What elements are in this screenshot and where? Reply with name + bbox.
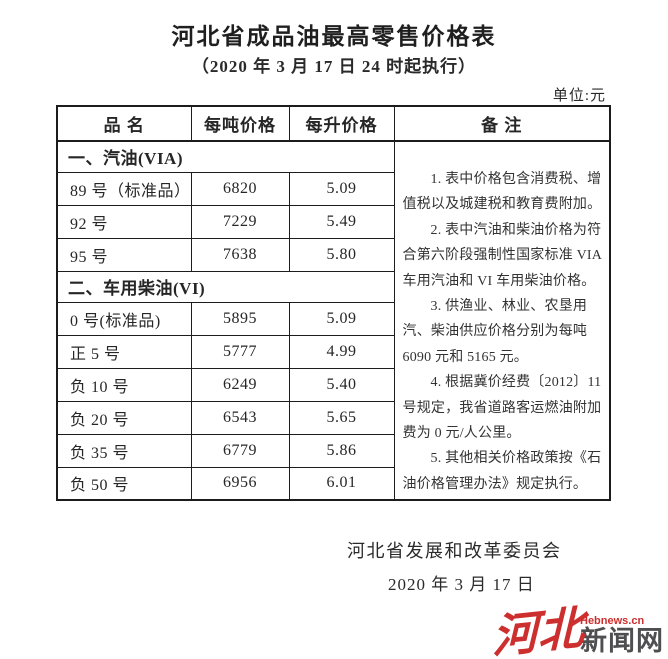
table-row: 95 号 7638 5.80 xyxy=(56,237,610,272)
price-per-ton-cell: 6779 xyxy=(190,433,290,468)
table-row: 负 20 号 6543 5.65 xyxy=(56,400,610,435)
table-row: 负 50 号 6956 6.01 xyxy=(56,466,610,501)
table-row: 89 号（标准品） 6820 5.09 xyxy=(56,171,610,206)
price-per-liter-cell: 5.49 xyxy=(288,204,395,239)
price-per-liter-cell: 5.86 xyxy=(288,433,395,468)
product-name-cell: 负 35 号 xyxy=(56,433,192,468)
table-row: 正 5 号 5777 4.99 xyxy=(56,334,610,369)
table-row: 负 10 号 6249 5.40 xyxy=(56,367,610,402)
column-header-price-per-ton: 每吨价格 xyxy=(190,105,290,142)
product-name-cell: 负 20 号 xyxy=(56,400,192,435)
page-subtitle: （2020 年 3 月 17 日 24 时起执行） xyxy=(191,57,477,76)
unit-label: 单位:元 xyxy=(552,88,606,104)
section-title-gasoline: 一、汽油(VIA) xyxy=(56,140,395,173)
price-per-liter-cell: 5.80 xyxy=(288,237,395,272)
price-per-ton-cell: 6249 xyxy=(190,367,290,402)
price-per-ton-cell: 5895 xyxy=(190,301,290,336)
product-name-cell: 0 号(标准品) xyxy=(56,301,192,336)
price-per-liter-cell: 5.65 xyxy=(288,400,395,435)
remark-paragraph: 5. 其他相关价格政策按《石油价格管理办法》规定执行。 xyxy=(402,451,602,492)
product-name-cell: 正 5 号 xyxy=(56,334,192,369)
price-per-ton-cell: 6543 xyxy=(190,400,290,435)
product-name-cell: 负 10 号 xyxy=(56,367,192,402)
column-header-product-name: 品 名 xyxy=(56,105,192,142)
table-header-row: 品 名 每吨价格 每升价格 备 注 xyxy=(56,105,611,142)
footer-date: 2020 年 3 月 17 日 xyxy=(388,575,535,594)
price-table: 品 名 每吨价格 每升价格 备 注 一、汽油(VIA) 1. 表中价格包含消费税… xyxy=(56,105,611,501)
table-row: 92 号 7229 5.49 xyxy=(56,204,610,239)
product-name-cell: 95 号 xyxy=(56,237,192,272)
price-per-ton-cell: 7229 xyxy=(190,204,290,239)
column-header-remarks: 备 注 xyxy=(393,105,611,142)
section-title-diesel: 二、车用柴油(VI) xyxy=(56,270,395,303)
price-per-liter-cell: 6.01 xyxy=(288,466,395,501)
logo-name-text: 新闻网 xyxy=(580,625,664,656)
price-per-liter-cell: 5.09 xyxy=(288,301,395,336)
price-per-ton-cell: 6956 xyxy=(190,466,290,501)
footer-issuer: 河北省发展和改革委员会 xyxy=(347,541,562,561)
price-per-liter-cell: 5.40 xyxy=(288,367,395,402)
section-row-gasoline: 一、汽油(VIA) 1. 表中价格包含消费税、增值税以及城建税和教育费附加。 2… xyxy=(56,140,611,501)
remark-paragraph: 1. 表中价格包含消费税、增值税以及城建税和教育费附加。 xyxy=(402,172,602,213)
table-row: 0 号(标准品) 5895 5.09 xyxy=(56,301,610,336)
product-name-cell: 负 50 号 xyxy=(56,466,192,501)
remark-paragraph: 2. 表中汽油和柴油价格为符合第六阶段强制性国家标准 VIA 车用汽油和 VI … xyxy=(402,222,602,289)
product-name-cell: 92 号 xyxy=(56,204,192,239)
logo-domain-text: Hebnews.cn xyxy=(580,614,645,627)
price-per-liter-cell: 5.09 xyxy=(288,171,395,206)
price-per-ton-cell: 6820 xyxy=(190,171,290,206)
price-per-liter-cell: 4.99 xyxy=(288,334,395,369)
column-header-price-per-liter: 每升价格 xyxy=(288,105,395,142)
price-per-ton-cell: 5777 xyxy=(190,334,290,369)
price-per-ton-cell: 7638 xyxy=(190,237,290,272)
logo-script-hebei: 河北 xyxy=(492,599,584,659)
page-title: 河北省成品油最高零售价格表 xyxy=(171,24,497,49)
section-row-diesel: 二、车用柴油(VI) xyxy=(56,270,610,303)
remarks-cell: 1. 表中价格包含消费税、增值税以及城建税和教育费附加。 2. 表中汽油和柴油价… xyxy=(393,140,611,501)
logo-text-block: Hebnews.cn 新闻网 xyxy=(580,615,664,655)
hebnews-logo: 河北 Hebnews.cn 新闻网 xyxy=(492,600,664,659)
table-row: 负 35 号 6779 5.86 xyxy=(56,433,610,468)
product-name-cell: 89 号（标准品） xyxy=(56,171,192,206)
remark-paragraph: 4. 根据冀价经费〔2012〕11 号规定，我省道路客运燃油附加费为 0 元/人… xyxy=(402,375,602,442)
remark-paragraph: 3. 供渔业、林业、农垦用汽、柴油供应价格分别为每吨 6090 元和 5165 … xyxy=(402,299,588,365)
